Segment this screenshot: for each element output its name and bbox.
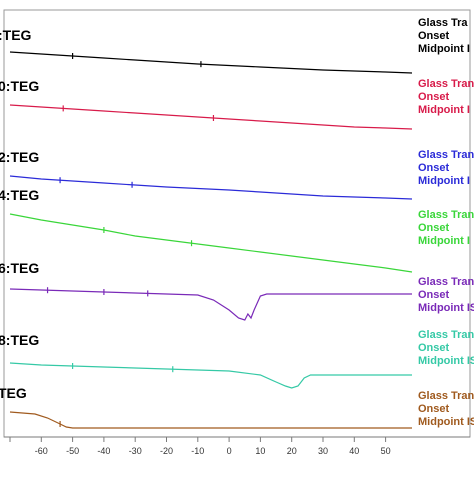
x-tick-label: -10 bbox=[191, 446, 204, 456]
x-tick-label: 10 bbox=[255, 446, 265, 456]
annotation-label: Midpoint I bbox=[418, 104, 470, 116]
annotation-label: Midpoint IS bbox=[418, 302, 474, 314]
series-name-label: 0:TEG bbox=[0, 78, 39, 94]
series-name-label: 4:TEG bbox=[0, 187, 39, 203]
annotation-label: Onset bbox=[418, 222, 450, 234]
annotation-label: Glass Tran bbox=[418, 329, 474, 341]
series-layer bbox=[9, 51, 413, 429]
annotation-label: Glass Tran bbox=[418, 149, 474, 161]
series-5 bbox=[9, 362, 412, 389]
series-name-label: :TEG bbox=[0, 27, 32, 43]
series-line bbox=[9, 51, 413, 74]
x-tick-label: 20 bbox=[287, 446, 297, 456]
annotation-label: Midpoint I bbox=[418, 235, 470, 247]
x-tick-label: 50 bbox=[381, 446, 391, 456]
series-3 bbox=[9, 213, 413, 273]
series-name-label: 8:TEG bbox=[0, 332, 39, 348]
annotation-label: Onset bbox=[418, 30, 450, 42]
annotation-label: Onset bbox=[418, 403, 450, 415]
series-1 bbox=[9, 104, 413, 130]
annotation-label: Onset bbox=[418, 342, 450, 354]
plot-frame bbox=[3, 9, 471, 438]
series-4 bbox=[9, 287, 412, 321]
series-name-label: 2:TEG bbox=[0, 149, 39, 165]
plot-border bbox=[3, 9, 471, 438]
x-tick-label: 0 bbox=[227, 446, 232, 456]
series-line bbox=[9, 288, 412, 321]
annotation-label: Onset bbox=[418, 162, 450, 174]
series-6 bbox=[9, 411, 412, 429]
x-tick-label: -20 bbox=[160, 446, 173, 456]
annotation-label: Glass Tran bbox=[418, 78, 474, 90]
x-tick-label: 30 bbox=[318, 446, 328, 456]
x-tick-label: 40 bbox=[349, 446, 359, 456]
annotation-label: Midpoint IS bbox=[418, 355, 474, 367]
x-axis: -60 -50 -40 -30 -20 -10 0 10 20 30 40 50 bbox=[4, 436, 470, 456]
x-tick-label: -50 bbox=[66, 446, 79, 456]
series-0 bbox=[9, 51, 413, 74]
series-line bbox=[9, 362, 412, 389]
x-tick-label: -60 bbox=[35, 446, 48, 456]
series-line bbox=[9, 213, 413, 273]
series-line bbox=[9, 411, 412, 429]
x-tick-label: -30 bbox=[129, 446, 142, 456]
annotation-label: Glass Tran bbox=[418, 209, 474, 221]
x-tick-label: -40 bbox=[97, 446, 110, 456]
series-line bbox=[9, 104, 413, 130]
annotation-label: Onset bbox=[418, 289, 450, 301]
annotation-label: Midpoint I bbox=[418, 43, 470, 55]
annotation-label: Onset bbox=[418, 91, 450, 103]
series-name-label: TEG bbox=[0, 385, 27, 401]
annotation-label: Glass Tra bbox=[418, 17, 468, 29]
series-name-label: 6:TEG bbox=[0, 260, 39, 276]
annotation-label: Glass Tran bbox=[418, 390, 474, 402]
series-line bbox=[9, 175, 413, 200]
annotation-label: Midpoint I bbox=[418, 175, 470, 187]
annotation-label: Glass Tran bbox=[418, 276, 474, 288]
series-2 bbox=[9, 175, 413, 200]
annotation-label: Midpoint IS bbox=[418, 416, 474, 428]
